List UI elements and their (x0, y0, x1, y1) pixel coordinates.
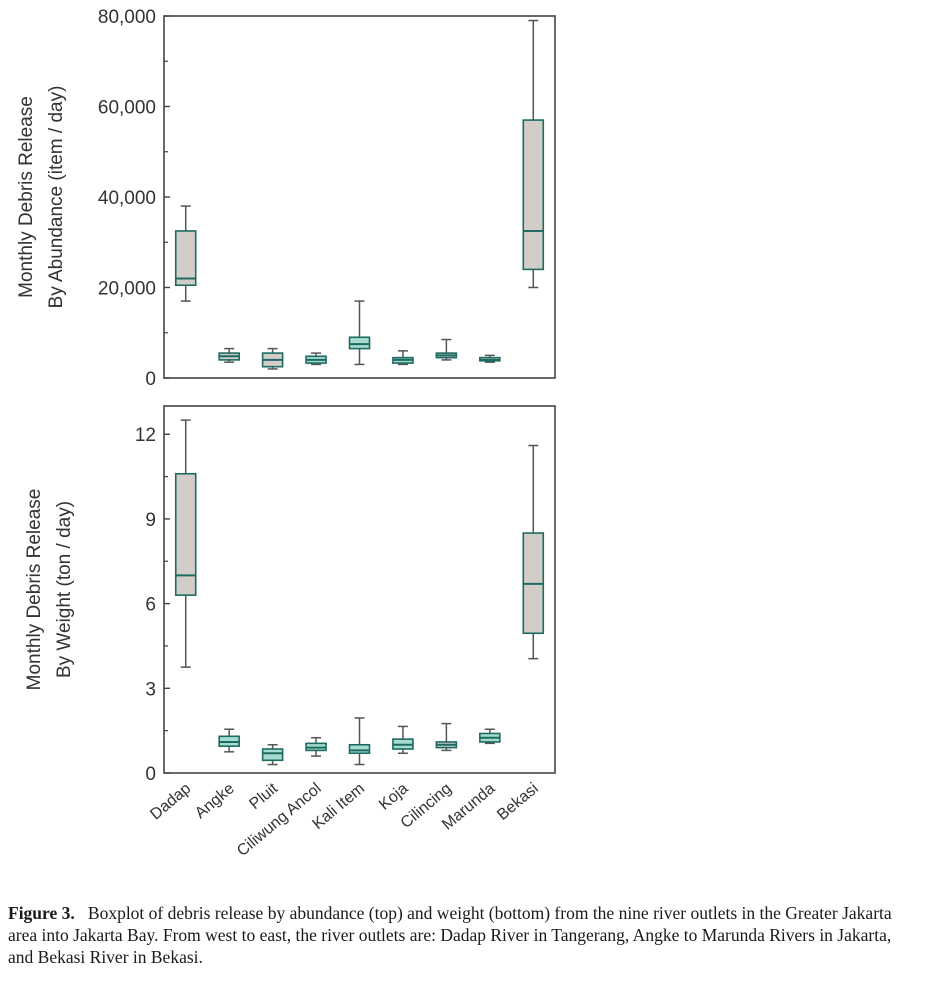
x-category-label: Angke (192, 780, 238, 822)
caption-label: Figure 3. (8, 903, 75, 923)
x-category-label: Bekasi (494, 780, 542, 824)
box-iqr (174, 472, 197, 596)
abundance-ytick-label: 40,000 (98, 188, 156, 209)
weight-ytick-label: 12 (135, 425, 156, 446)
weight-box-bekasi (522, 444, 545, 660)
abundance-box-koja (392, 350, 414, 366)
abundance-box-angke (218, 347, 240, 363)
abundance-box-bekasi (522, 19, 545, 289)
x-category-label: Dadap (147, 780, 194, 823)
abundance-box-dadap (174, 205, 197, 302)
abundance-box-cilincing (435, 338, 458, 361)
abundance-box-marunda (479, 354, 501, 363)
abundance-box-ciliwung-ancol (305, 352, 327, 366)
x-category-label: Pluit (246, 780, 281, 813)
weight-ytick-label: 6 (145, 595, 156, 616)
abundance-ytick-label: 20,000 (98, 279, 156, 300)
weight-box-pluit (261, 744, 284, 766)
weight-box-cilincing (435, 722, 458, 752)
weight-ylabel-line: By Weight (ton / day) (54, 501, 75, 678)
box-iqr (174, 230, 197, 287)
weight-box-dadap (174, 419, 197, 668)
abundance-box-pluit (261, 347, 284, 370)
weight-ytick-label: 9 (145, 510, 156, 531)
abundance-ylabel-line: Monthly Debris Release (16, 96, 37, 298)
boxplot-figure: 0 20,000 40,000 60,000 80,000 Monthly Debris … (16, 7, 556, 860)
abundance-box-kali-item (348, 300, 371, 366)
weight-box-marunda (479, 728, 501, 745)
abundance-panel: 0 20,000 40,000 60,000 80,000 Monthly Debris … (16, 7, 556, 390)
weight-ylabel-line: Monthly Debris Release (24, 489, 45, 691)
weight-ytick-label: 3 (145, 679, 156, 700)
abundance-ytick-label: 0 (145, 369, 156, 390)
abundance-ytick-label: 60,000 (98, 98, 156, 119)
box-iqr (348, 336, 371, 350)
box-iqr (522, 119, 545, 271)
weight-box-ciliwung-ancol (305, 736, 327, 757)
weight-box-kali-item (348, 717, 371, 766)
weight-box-angke (218, 728, 240, 753)
weight-panel: 0 3 6 9 12 Monthly Debris Release By Weight (t… (24, 405, 556, 785)
box-iqr (348, 743, 371, 755)
x-category-label: Koja (376, 780, 412, 814)
caption-text: Boxplot of debris release by abundance (… (8, 903, 892, 967)
abundance-ytick-label: 80,000 (98, 7, 156, 28)
figure-caption: Figure 3. Boxplot of debris release by a… (8, 902, 920, 968)
weight-ytick-label: 0 (145, 764, 156, 785)
box-iqr (261, 748, 284, 762)
weight-plot-frame (163, 405, 556, 774)
abundance-ylabel-line: By Abundance (item / day) (46, 86, 67, 309)
weight-box-koja (392, 725, 414, 754)
